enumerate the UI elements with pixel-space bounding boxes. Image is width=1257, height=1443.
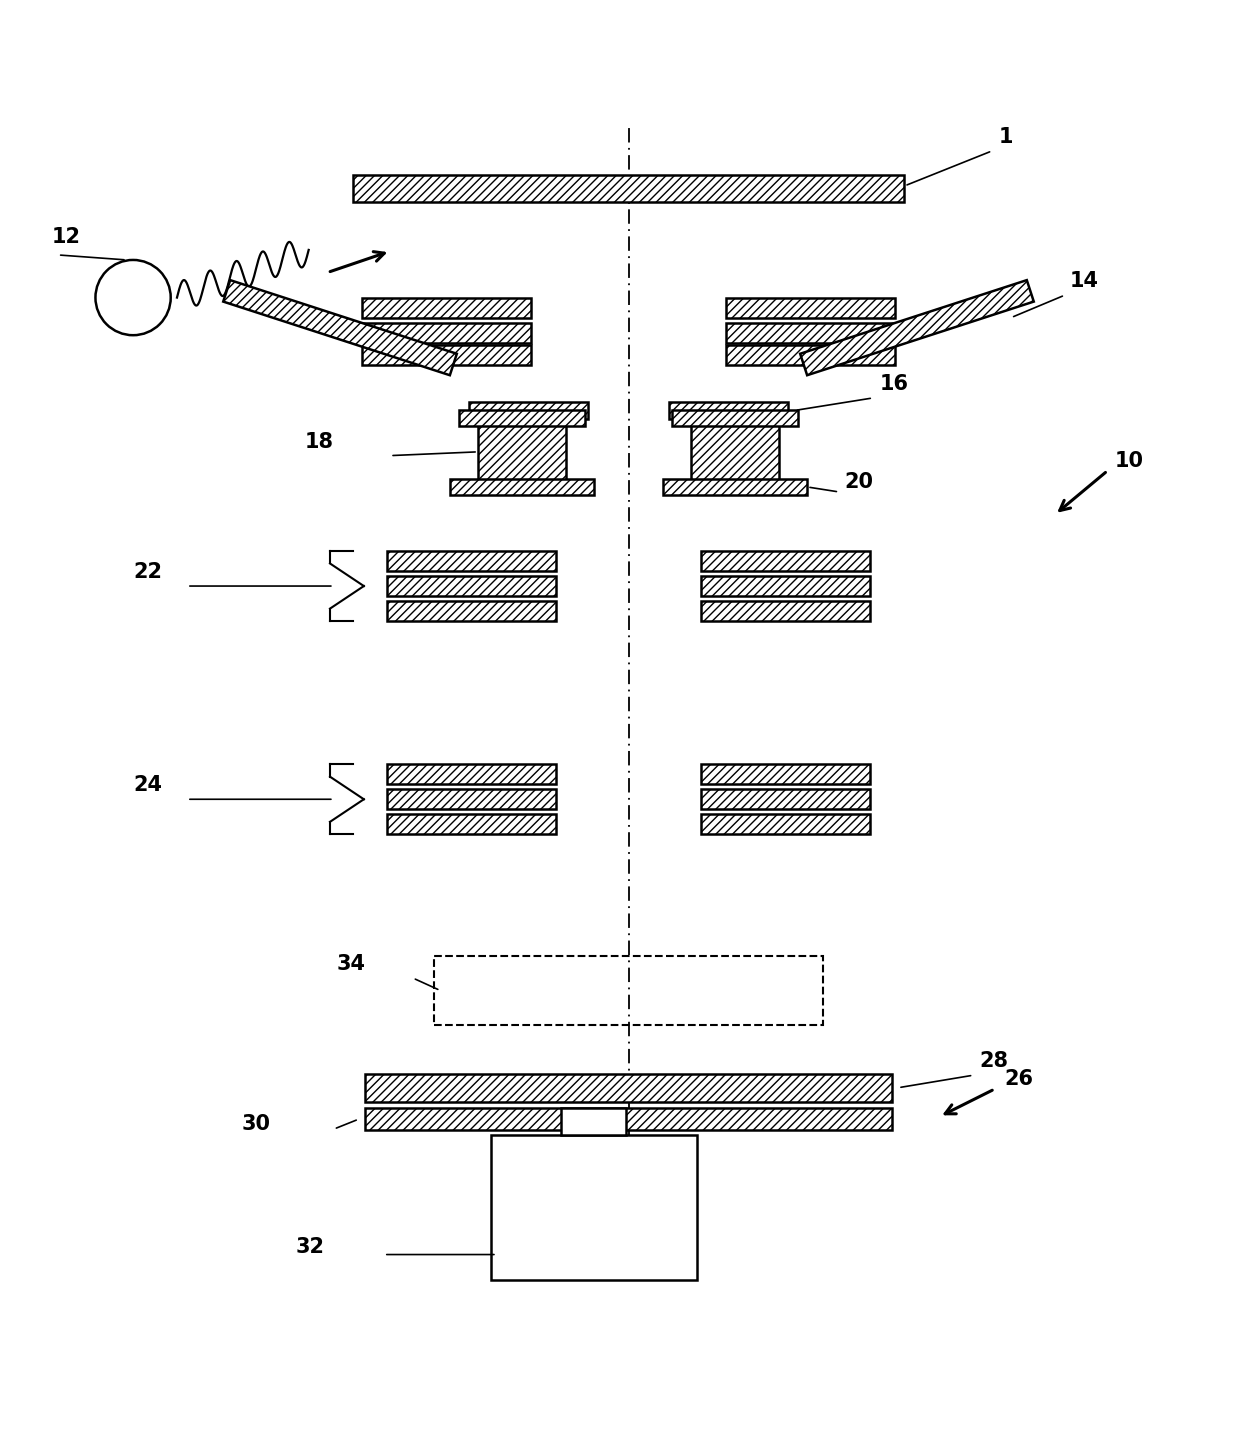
- Text: 34: 34: [336, 954, 365, 974]
- Bar: [387, 576, 557, 596]
- Text: 16: 16: [880, 374, 909, 394]
- Text: 26: 26: [1004, 1069, 1033, 1089]
- Bar: [561, 1108, 626, 1136]
- Bar: [700, 602, 870, 620]
- Bar: [434, 957, 823, 1025]
- Bar: [365, 1074, 892, 1101]
- Bar: [387, 765, 557, 784]
- Bar: [387, 789, 557, 810]
- Text: 1: 1: [998, 127, 1013, 147]
- Bar: [700, 765, 870, 784]
- Bar: [669, 401, 788, 420]
- Bar: [700, 576, 870, 596]
- Text: 20: 20: [845, 472, 874, 492]
- Bar: [700, 551, 870, 571]
- Text: 24: 24: [133, 775, 162, 795]
- Bar: [387, 814, 557, 834]
- Bar: [450, 479, 595, 495]
- Bar: [387, 551, 557, 571]
- Bar: [365, 1108, 892, 1130]
- Bar: [387, 602, 557, 620]
- Text: 28: 28: [979, 1052, 1008, 1072]
- Bar: [362, 297, 532, 317]
- Bar: [801, 280, 1033, 375]
- Bar: [224, 280, 456, 375]
- Bar: [362, 345, 532, 365]
- Text: 22: 22: [133, 563, 162, 583]
- Text: 10: 10: [1115, 450, 1144, 470]
- Text: 14: 14: [1070, 271, 1099, 291]
- Bar: [478, 417, 566, 486]
- Text: 12: 12: [52, 228, 80, 247]
- Bar: [725, 323, 895, 343]
- Bar: [352, 175, 905, 202]
- Text: 30: 30: [243, 1114, 272, 1134]
- Bar: [700, 814, 870, 834]
- Bar: [469, 401, 588, 420]
- Bar: [691, 417, 779, 486]
- Bar: [725, 345, 895, 365]
- Text: 18: 18: [304, 431, 334, 452]
- Bar: [362, 323, 532, 343]
- Bar: [459, 410, 585, 426]
- Bar: [725, 297, 895, 317]
- Bar: [662, 479, 807, 495]
- Bar: [672, 410, 798, 426]
- Bar: [490, 1136, 698, 1280]
- Bar: [700, 789, 870, 810]
- Text: 32: 32: [295, 1237, 326, 1257]
